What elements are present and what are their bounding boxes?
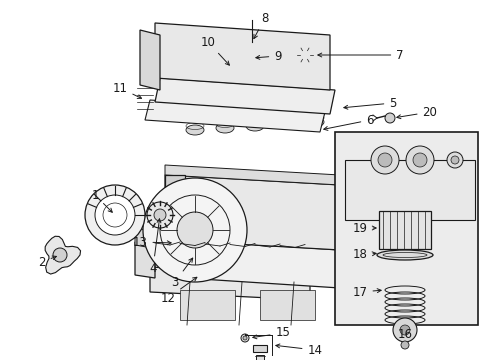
Text: 3: 3 xyxy=(171,258,192,288)
Bar xyxy=(260,290,314,320)
Bar xyxy=(378,211,430,249)
Circle shape xyxy=(172,75,177,80)
Polygon shape xyxy=(145,100,325,132)
Circle shape xyxy=(252,68,257,73)
Circle shape xyxy=(292,66,297,71)
Polygon shape xyxy=(155,23,329,90)
Polygon shape xyxy=(135,228,175,252)
Text: 10: 10 xyxy=(200,36,229,65)
Polygon shape xyxy=(252,345,266,352)
Text: 2: 2 xyxy=(38,256,56,269)
Circle shape xyxy=(147,202,173,228)
Circle shape xyxy=(53,248,67,262)
Circle shape xyxy=(212,72,217,77)
Text: 6: 6 xyxy=(323,113,373,130)
Ellipse shape xyxy=(216,123,234,133)
Polygon shape xyxy=(164,175,339,250)
Circle shape xyxy=(241,334,248,342)
Polygon shape xyxy=(150,267,309,300)
Ellipse shape xyxy=(376,250,432,260)
Text: 5: 5 xyxy=(343,96,396,109)
Polygon shape xyxy=(164,165,339,185)
Circle shape xyxy=(392,318,416,342)
Circle shape xyxy=(377,153,391,167)
Circle shape xyxy=(370,146,398,174)
Polygon shape xyxy=(140,30,160,90)
Ellipse shape xyxy=(185,125,203,135)
Circle shape xyxy=(289,63,299,73)
Polygon shape xyxy=(45,236,81,274)
Ellipse shape xyxy=(249,64,254,72)
Circle shape xyxy=(95,195,135,235)
Circle shape xyxy=(384,113,394,123)
Text: 1: 1 xyxy=(91,189,112,212)
Bar xyxy=(244,40,259,48)
Circle shape xyxy=(243,336,246,340)
Circle shape xyxy=(170,72,180,82)
Text: 20: 20 xyxy=(396,105,437,119)
Circle shape xyxy=(412,153,426,167)
Bar xyxy=(334,132,477,325)
Polygon shape xyxy=(184,240,339,288)
Polygon shape xyxy=(135,242,155,278)
Text: 17: 17 xyxy=(352,285,380,298)
Circle shape xyxy=(295,46,313,64)
Text: 14: 14 xyxy=(275,343,322,356)
Ellipse shape xyxy=(305,117,324,127)
Circle shape xyxy=(399,325,409,335)
Circle shape xyxy=(405,146,433,174)
Text: 13: 13 xyxy=(132,235,171,248)
Text: 16: 16 xyxy=(397,328,412,342)
Text: 19: 19 xyxy=(352,221,375,234)
Text: 11: 11 xyxy=(112,81,141,98)
Bar xyxy=(180,290,235,320)
Text: 9: 9 xyxy=(255,50,281,63)
Text: 8: 8 xyxy=(253,12,268,39)
Circle shape xyxy=(446,152,462,168)
Ellipse shape xyxy=(275,119,293,129)
Text: 15: 15 xyxy=(252,327,290,339)
Polygon shape xyxy=(164,175,184,240)
Circle shape xyxy=(450,156,458,164)
Circle shape xyxy=(154,209,165,221)
Text: 7: 7 xyxy=(317,49,403,62)
Circle shape xyxy=(209,69,220,79)
Text: 18: 18 xyxy=(352,248,375,261)
Circle shape xyxy=(249,66,260,76)
Circle shape xyxy=(85,185,145,245)
Circle shape xyxy=(177,212,213,248)
Bar xyxy=(256,355,264,360)
Text: 4: 4 xyxy=(149,219,161,275)
Polygon shape xyxy=(155,78,334,114)
Circle shape xyxy=(400,341,408,349)
Circle shape xyxy=(142,178,246,282)
Polygon shape xyxy=(345,160,474,220)
Ellipse shape xyxy=(245,121,264,131)
Circle shape xyxy=(245,52,258,64)
Text: 12: 12 xyxy=(160,277,197,305)
